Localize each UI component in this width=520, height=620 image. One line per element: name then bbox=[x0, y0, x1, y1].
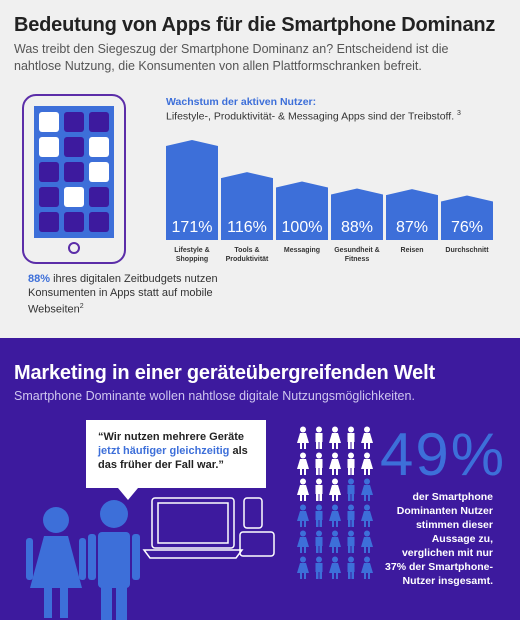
chart-subtitle: Lifestyle-, Produktivität- & Messaging A… bbox=[166, 110, 516, 123]
category-label: Fitness bbox=[345, 256, 370, 263]
category-label: Produktivität bbox=[226, 256, 269, 263]
person-icon bbox=[297, 478, 309, 501]
person-icon bbox=[347, 426, 355, 449]
category-label: Messaging bbox=[284, 247, 320, 254]
person-icon bbox=[361, 556, 373, 579]
app-tile bbox=[39, 112, 59, 132]
quote-bubble: “Wir nutzen mehrere Geräte jetzt häufige… bbox=[86, 420, 266, 488]
person-icon bbox=[347, 556, 355, 579]
woman-icon bbox=[26, 507, 86, 618]
stat-text: ihres digitalen Zeitbudgets nutzen Konsu… bbox=[28, 273, 218, 316]
person-icon bbox=[315, 556, 323, 579]
app-tile bbox=[64, 112, 84, 132]
bar bbox=[221, 172, 273, 240]
person-icon bbox=[329, 556, 341, 579]
person-icon bbox=[315, 452, 323, 475]
person-icon bbox=[347, 530, 355, 553]
person-icon bbox=[361, 504, 373, 527]
top-section: Bedeutung von Apps für die Smartphone Do… bbox=[0, 0, 520, 338]
person-icon bbox=[315, 426, 323, 449]
person-icon bbox=[329, 426, 341, 449]
laptop-icon bbox=[142, 497, 244, 559]
quote-highlight: jetzt häufiger gleichzeitig bbox=[98, 445, 230, 457]
person-icon bbox=[297, 504, 309, 527]
bar-value-label: 88% bbox=[341, 219, 373, 236]
person-icon bbox=[329, 478, 341, 501]
person-icon bbox=[297, 426, 309, 449]
bar-value-label: 87% bbox=[396, 219, 428, 236]
category-label: Lifestyle & bbox=[174, 247, 209, 254]
bar bbox=[166, 140, 218, 240]
app-time-stat: 88% ihres digitalen Zeitbudgets nutzen K… bbox=[28, 272, 228, 317]
growth-bar-chart: 171% Lifestyle & Shopping 116% Tools & Produk… bbox=[166, 140, 493, 263]
person-icon bbox=[361, 530, 373, 553]
stat-footnote: 2 bbox=[79, 303, 84, 310]
app-tile bbox=[64, 187, 84, 207]
app-tile bbox=[39, 212, 59, 232]
section-subtitle: Smartphone Dominante wollen nahtlose dig… bbox=[14, 389, 415, 403]
stat-description: der Smartphone Dominanten Nutzer stimmen… bbox=[385, 491, 493, 587]
app-tile bbox=[89, 137, 109, 157]
person-icon bbox=[361, 426, 373, 449]
app-tile bbox=[89, 187, 109, 207]
chart-title: Wachstum der aktiven Nutzer: bbox=[166, 96, 317, 108]
big-percentage: 49% bbox=[380, 421, 507, 488]
app-tile bbox=[64, 162, 84, 182]
people-grid bbox=[296, 426, 376, 582]
quote-text: als das früher der Fall war.” bbox=[98, 445, 248, 471]
person-icon bbox=[297, 556, 309, 579]
chart-footnote: 3 bbox=[457, 110, 461, 117]
app-tile bbox=[64, 137, 84, 157]
bottom-section: Marketing in einer geräteübergreifenden … bbox=[0, 338, 520, 620]
person-icon bbox=[297, 452, 309, 475]
stat-percent: 88% bbox=[28, 273, 51, 285]
section-title: Bedeutung von Apps für die Smartphone Do… bbox=[14, 14, 496, 36]
quote-tail bbox=[118, 488, 138, 500]
smartphone-icon bbox=[22, 94, 126, 264]
app-tile bbox=[39, 187, 59, 207]
category-label: Durchschnitt bbox=[445, 247, 489, 254]
person-icon bbox=[315, 530, 323, 553]
devices-illustration bbox=[26, 497, 275, 620]
person-icon bbox=[347, 504, 355, 527]
bar-value-label: 100% bbox=[282, 219, 323, 236]
app-tile bbox=[89, 212, 109, 232]
person-icon bbox=[329, 452, 341, 475]
person-icon bbox=[315, 504, 323, 527]
person-icon bbox=[361, 452, 373, 475]
bar bbox=[276, 181, 328, 240]
category-label: Shopping bbox=[176, 256, 208, 263]
quote-text: “Wir nutzen mehrere Geräte bbox=[98, 431, 244, 443]
home-button-icon bbox=[68, 242, 80, 254]
category-label: Gesundheit & bbox=[334, 247, 380, 254]
bar bbox=[441, 195, 493, 240]
app-tile bbox=[89, 162, 109, 182]
bar-value-label: 116% bbox=[227, 219, 267, 236]
person-icon bbox=[315, 478, 323, 501]
category-label: Reisen bbox=[401, 247, 424, 254]
person-icon bbox=[329, 530, 341, 553]
phone-icon bbox=[243, 497, 263, 529]
app-tile bbox=[89, 112, 109, 132]
bar-value-label: 76% bbox=[451, 219, 483, 236]
person-icon bbox=[361, 478, 373, 501]
section-subtitle: Was treibt den Siegeszug der Smartphone … bbox=[14, 42, 449, 73]
chart-subtitle-text: Lifestyle-, Produktivität- & Messaging A… bbox=[166, 110, 455, 123]
app-tile bbox=[39, 137, 59, 157]
bar bbox=[386, 189, 438, 240]
person-icon bbox=[297, 530, 309, 553]
section-title: Marketing in einer geräteübergreifenden … bbox=[14, 362, 435, 384]
category-label: Tools & bbox=[234, 247, 259, 254]
app-tile bbox=[39, 162, 59, 182]
person-icon bbox=[347, 452, 355, 475]
person-icon bbox=[329, 504, 341, 527]
tablet-icon bbox=[239, 531, 275, 557]
bar-value-label: 171% bbox=[172, 219, 213, 236]
phone-screen bbox=[34, 106, 114, 238]
person-icon bbox=[347, 478, 355, 501]
bar bbox=[331, 188, 383, 240]
man-icon bbox=[88, 500, 140, 620]
app-tile bbox=[64, 212, 84, 232]
